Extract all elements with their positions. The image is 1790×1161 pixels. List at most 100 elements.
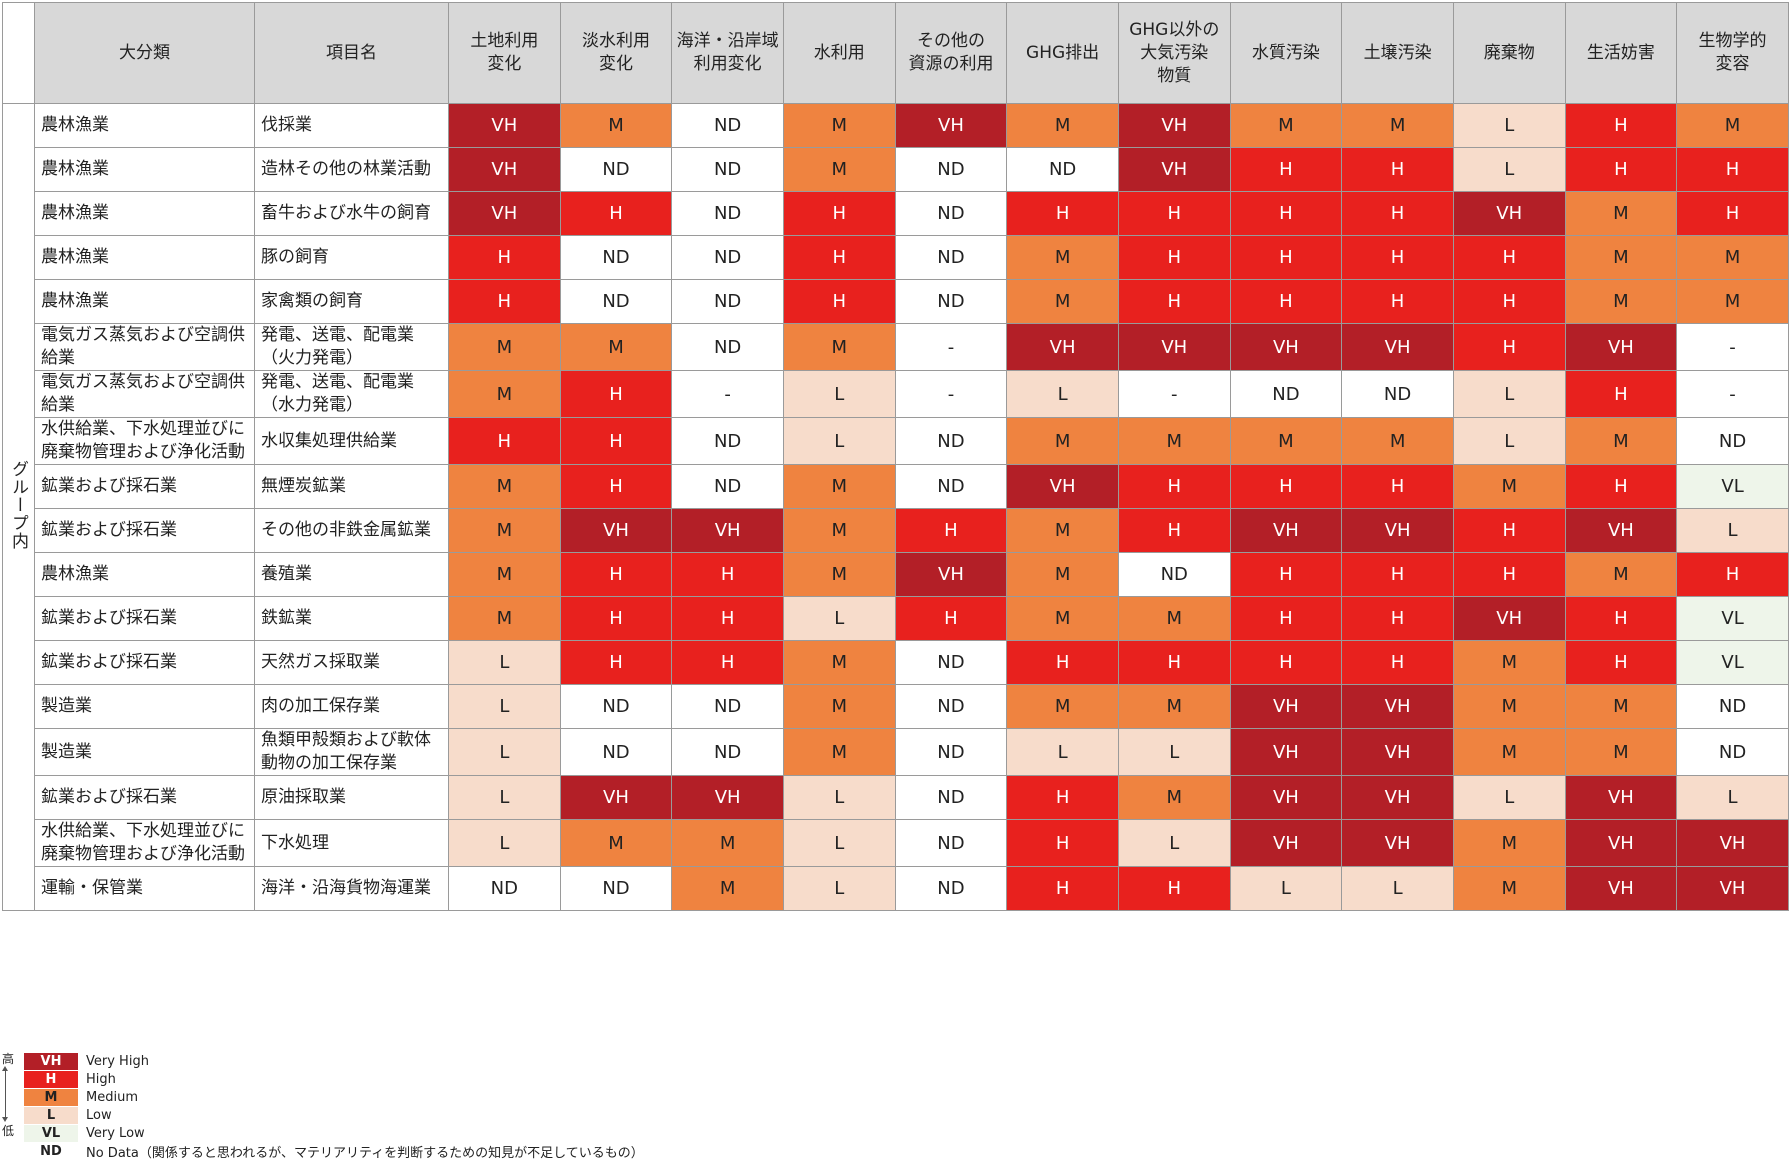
header-impact-line: GHG排出: [1026, 42, 1100, 63]
rating-cell: M: [782, 684, 896, 729]
rating-cell: H: [1341, 596, 1454, 641]
rating-cell: VH: [1341, 508, 1454, 553]
rating-cell: ND: [671, 191, 784, 236]
table-row: 製造業 肉の加工保存業 L ND ND M ND M M VH VH M M ND: [3, 684, 1789, 729]
rating-cell: VH: [1229, 508, 1343, 553]
rating-cell: M: [1006, 508, 1119, 553]
item-cell: 発電、送電、配電業（水力発電）: [254, 370, 449, 418]
rating-cell: ND: [559, 279, 673, 324]
rating-cell: L: [1117, 819, 1231, 867]
rating-cell: H: [1341, 191, 1454, 236]
legend-item: L Low: [24, 1106, 112, 1124]
rating-cell: L: [448, 684, 561, 729]
rating-cell: -: [894, 370, 1008, 418]
rating-cell: ND: [1676, 417, 1789, 465]
rating-cell: M: [1341, 103, 1454, 148]
rating-cell: H: [1006, 866, 1119, 911]
rating-cell: VH: [448, 147, 561, 192]
rating-cell: H: [1341, 464, 1454, 509]
rating-cell: H: [1452, 235, 1566, 280]
rating-cell: ND: [894, 235, 1008, 280]
header-impact: 海洋・沿岸域 利用変化: [671, 2, 784, 104]
rating-cell: M: [782, 728, 896, 776]
rating-cell: VH: [1341, 819, 1454, 867]
header-impact: 水利用: [782, 2, 896, 104]
rating-cell: M: [1452, 819, 1566, 867]
rating-cell: VH: [894, 552, 1008, 597]
header-impact-line: 廃棄物: [1483, 42, 1535, 63]
legend-item: ND No Data（関係すると思われるが、マテリアリティを判断するための知見が不…: [24, 1142, 644, 1161]
rating-cell: M: [448, 508, 561, 553]
rating-cell: H: [1564, 596, 1678, 641]
rating-cell: ND: [894, 775, 1008, 820]
header-impact: その他の 資源の利用: [894, 2, 1008, 104]
table-row: 水供給業、下水処理並びに廃棄物管理および浄化活動 下水処理 L M M L ND H L VH VH…: [3, 819, 1789, 867]
rating-cell: ND: [894, 684, 1008, 729]
header-impact-line: 淡水利用: [581, 31, 650, 51]
rating-cell: VH: [1452, 596, 1566, 641]
item-cell: 造林その他の林業活動: [254, 147, 449, 192]
rating-cell: VH: [671, 775, 784, 820]
header-impact: 生活妨害: [1564, 2, 1678, 104]
item-cell: 伐採業: [254, 103, 449, 148]
header-impact-line: 利用変化: [693, 54, 762, 74]
rating-cell: H: [1006, 775, 1119, 820]
rating-cell: ND: [671, 728, 784, 776]
rating-cell: L: [1676, 775, 1789, 820]
item-cell: 鉄鉱業: [254, 596, 449, 641]
rating-cell: H: [1006, 640, 1119, 685]
category-cell: 製造業: [34, 684, 255, 729]
header-impact: GHG以外の 大気汚染 物質: [1117, 2, 1231, 104]
rating-cell: H: [1564, 103, 1678, 148]
table-row: 鉱業および採石業 天然ガス採取業 L H H M ND H H H H M H VL: [3, 640, 1789, 685]
rating-cell: VH: [1676, 866, 1789, 911]
header-impact-line: 海洋・沿岸域: [676, 31, 779, 51]
rating-cell: L: [782, 775, 896, 820]
rating-cell: L: [1452, 417, 1566, 465]
rating-cell: M: [559, 819, 673, 867]
materiality-table: 大分類 項目名 土地利用 変化 淡水利用 変化 海洋・沿岸域 利用変化 水利用 その他の 資源の…: [2, 2, 1789, 911]
header-impact-line: その他の: [916, 31, 985, 51]
category-cell: 農林漁業: [34, 279, 255, 324]
item-cell: 原油採取業: [254, 775, 449, 820]
rating-cell: M: [782, 640, 896, 685]
rating-cell: ND: [1676, 728, 1789, 776]
rating-cell: ND: [559, 235, 673, 280]
legend-swatch: ND: [24, 1142, 78, 1160]
rating-cell: L: [448, 775, 561, 820]
rating-cell: H: [559, 417, 673, 465]
rating-cell: H: [559, 552, 673, 597]
rating-cell: L: [782, 819, 896, 867]
rating-cell: M: [1452, 684, 1566, 729]
rating-cell: L: [1676, 508, 1789, 553]
rating-cell: -: [1117, 370, 1231, 418]
rating-cell: H: [559, 640, 673, 685]
rating-cell: -: [1676, 323, 1789, 371]
item-cell: 畜牛および水牛の飼育: [254, 191, 449, 236]
rating-cell: H: [1229, 235, 1343, 280]
rating-cell: VH: [1229, 323, 1343, 371]
category-cell: 農林漁業: [34, 103, 255, 148]
table-row: 農林漁業 養殖業 M H H M VH M ND H H H M H: [3, 552, 1789, 597]
rating-cell: L: [1341, 866, 1454, 911]
rating-cell: H: [1564, 147, 1678, 192]
rating-cell: H: [448, 235, 561, 280]
category-cell: 鉱業および採石業: [34, 775, 255, 820]
item-cell: 魚類甲殻類および軟体動物の加工保存業: [254, 728, 449, 776]
rating-cell: M: [1006, 684, 1119, 729]
header-impact-line: 水利用: [813, 42, 865, 63]
rating-cell: H: [1229, 279, 1343, 324]
rating-cell: M: [1452, 640, 1566, 685]
rating-cell: H: [1676, 147, 1789, 192]
category-cell: 農林漁業: [34, 191, 255, 236]
table-row: 鉱業および採石業 その他の非鉄金属鉱業 M VH VH M H M H VH VH H VH L: [3, 508, 1789, 553]
rating-cell: ND: [671, 103, 784, 148]
rating-cell: H: [894, 596, 1008, 641]
legend-label: Very Low: [86, 1125, 145, 1141]
rating-cell: M: [1564, 279, 1678, 324]
table-row: 農林漁業 造林その他の林業活動 VH ND ND M ND ND VH H H L H H: [3, 147, 1789, 192]
rating-cell: VH: [1564, 819, 1678, 867]
item-cell: 発電、送電、配電業（火力発電）: [254, 323, 449, 371]
rating-cell: M: [671, 819, 784, 867]
